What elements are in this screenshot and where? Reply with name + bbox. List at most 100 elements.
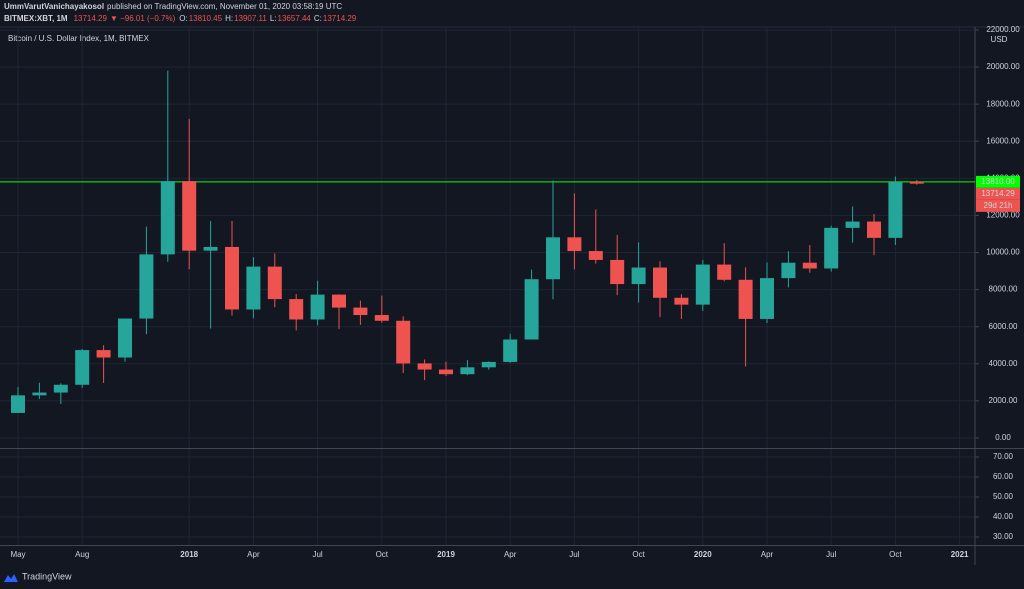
high-value: 13907.11	[234, 14, 267, 23]
publish-line: UmmVarutVanichayakosol published on Tradi…	[4, 2, 342, 11]
candle-body	[246, 266, 261, 310]
candle-body	[75, 350, 90, 385]
y-tick-label: 8000.00	[989, 285, 1018, 294]
last-price: 13714.29	[74, 14, 108, 23]
o-label: O:	[179, 14, 187, 23]
candle-body	[909, 181, 924, 184]
candle-body	[118, 318, 132, 358]
close-value: 13714.29	[323, 14, 357, 23]
x-tick-label: Oct	[632, 550, 645, 559]
candle-body	[695, 264, 710, 305]
candle-body	[96, 350, 111, 358]
candle-body	[717, 264, 732, 280]
hline-label-bg	[976, 175, 1020, 188]
y-tick-label: 22000.00	[986, 25, 1020, 34]
footer[interactable]: TradingView	[4, 571, 72, 582]
y-tick-label: 0.00	[995, 433, 1011, 442]
x-tick-label: Apr	[247, 550, 260, 559]
chart-title: Bitcoin / U.S. Dollar Index, 1M, BITMEX	[8, 34, 150, 43]
y-tick-label: 60.00	[993, 472, 1014, 481]
y-tick-label: 20000.00	[986, 62, 1020, 71]
y-unit: USD	[991, 35, 1008, 44]
x-tick-label: Oct	[889, 550, 902, 559]
y-tick-label: 12000.00	[986, 211, 1020, 220]
brand[interactable]: TradingView	[22, 571, 72, 581]
y-tick-label: 50.00	[993, 492, 1014, 501]
y-tick-label: 70.00	[993, 452, 1014, 461]
l-label: L:	[270, 14, 277, 23]
candle-body	[610, 259, 625, 285]
y-tick-label: 10000.00	[986, 248, 1020, 257]
x-tick-label: Apr	[761, 550, 774, 559]
candle-body	[374, 315, 389, 321]
y-tick-label: 40.00	[993, 512, 1014, 521]
candle-body	[760, 278, 774, 319]
published: published on TradingView.com, November 0…	[107, 2, 342, 11]
candle-body	[139, 254, 154, 319]
candle-body	[802, 262, 817, 269]
candle-body	[481, 361, 496, 368]
candle-body	[738, 279, 753, 319]
candle-body	[631, 267, 646, 285]
y-tick-label: 18000.00	[986, 99, 1020, 108]
x-tick-label: Jul	[312, 550, 322, 559]
x-tick-label: Apr	[504, 550, 517, 559]
candle-body	[781, 262, 796, 279]
y-tick-label: 30.00	[993, 532, 1014, 541]
candle-body	[289, 299, 304, 320]
candle-body	[417, 363, 432, 370]
candle-body	[546, 237, 560, 280]
last-price-label: 13714.29	[981, 189, 1015, 198]
candle-body	[203, 246, 218, 251]
candle-body	[353, 307, 368, 316]
candle-body	[310, 294, 325, 320]
candle-body	[332, 294, 346, 308]
countdown: 29d 21h	[984, 201, 1013, 210]
low-value: 13657.44	[278, 14, 312, 23]
x-tick-label: 2019	[437, 550, 455, 559]
symbol: BITMEX:XBT, 1M	[4, 14, 68, 23]
x-tick-label: 2021	[951, 550, 969, 559]
candle-body	[674, 297, 689, 305]
candle-body	[396, 320, 411, 364]
candle-body	[460, 367, 475, 375]
candle-body	[11, 395, 25, 413]
last-price-bg	[976, 187, 1020, 200]
candle-body	[160, 181, 175, 255]
candle-body	[867, 221, 881, 238]
candle-body	[845, 221, 860, 228]
x-tick-label: 2020	[694, 550, 712, 559]
x-tick-label: Jul	[826, 550, 836, 559]
x-tick-label: Oct	[376, 550, 389, 559]
symbol-line: BITMEX:XBT, 1M 13714.29 ▼ −96.01 (−0.7%) O:…	[4, 14, 357, 23]
candle-body	[653, 267, 667, 298]
y-tick-label: 6000.00	[989, 322, 1018, 331]
candle-body	[588, 251, 603, 260]
candle-body	[53, 384, 68, 393]
x-tick-label: 2018	[180, 550, 198, 559]
candle-body	[503, 339, 518, 362]
y-tick-label: 16000.00	[986, 136, 1020, 145]
x-tick-label: Aug	[75, 550, 89, 559]
x-tick-label: Jul	[569, 550, 579, 559]
candle-body	[524, 279, 539, 340]
change: ▼ −96.01 (−0.7%)	[110, 14, 176, 23]
y-tick-label: 2000.00	[989, 396, 1018, 405]
c-label: C:	[314, 14, 322, 23]
h-label: H:	[225, 14, 233, 23]
open-value: 13810.45	[189, 14, 223, 23]
logo-icon	[4, 574, 18, 582]
candle-body	[182, 181, 197, 251]
candle-body	[225, 246, 239, 310]
candle-body	[439, 369, 453, 375]
candle-body	[888, 181, 903, 238]
candle-body	[824, 227, 839, 269]
countdown-bg	[976, 199, 1020, 212]
author[interactable]: UmmVarutVanichayakosol	[4, 2, 104, 11]
candle-body	[567, 237, 582, 252]
y-tick-label: 4000.00	[989, 359, 1018, 368]
candle-body	[267, 266, 282, 300]
